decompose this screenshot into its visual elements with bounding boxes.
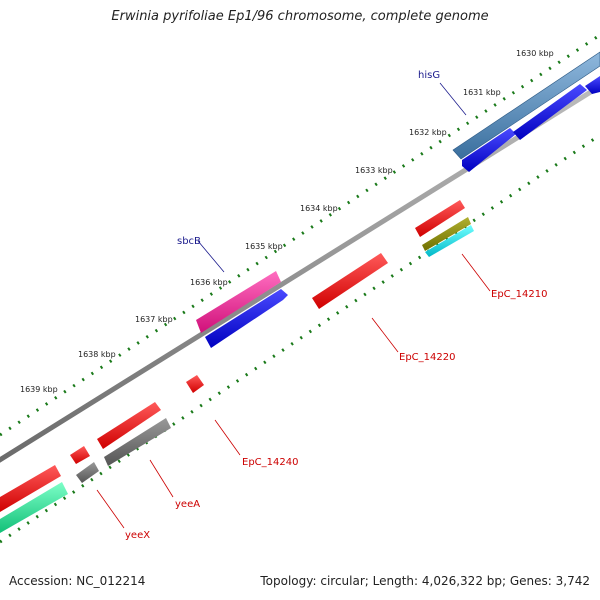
label-EpC_14240: EpC_14240	[242, 457, 298, 468]
gene-hisG[interactable]	[452, 51, 600, 160]
cds-EpC_14210[interactable]	[415, 200, 465, 237]
gene-yeeA[interactable]	[104, 418, 171, 466]
label-sbcB: sbcB	[177, 236, 201, 247]
genome-summary: Topology: circular; Length: 4,026,322 bp…	[260, 574, 590, 588]
label-leader-sbcB	[197, 240, 225, 273]
tick-1635-kbp: 1635 kbp	[245, 242, 283, 251]
label-yeeA: yeeA	[175, 499, 200, 510]
cds-blue-hisG[interactable]	[462, 76, 600, 172]
gene-sbcB[interactable]	[196, 271, 281, 333]
gene-yeeX[interactable]	[76, 462, 99, 483]
feature-left-green[interactable]	[0, 482, 68, 533]
tick-1637-kbp: 1637 kbp	[135, 315, 173, 324]
label-leader-yeeX	[96, 489, 125, 529]
label-hisG: hisG	[418, 70, 440, 81]
label-leader-hisG	[439, 82, 467, 116]
outer-tick-ring	[0, 33, 600, 437]
label-EpC_14210: EpC_14210	[491, 289, 547, 300]
label-leader-EpC_14220	[371, 317, 399, 353]
feature-cyan[interactable]	[425, 225, 474, 257]
tick-1639-kbp: 1639 kbp	[20, 385, 58, 394]
genome-backbone	[0, 83, 600, 463]
tick-1630-kbp: 1630 kbp	[516, 49, 554, 58]
inner-tick-ring	[0, 133, 600, 544]
cds-left-red[interactable]	[0, 465, 61, 512]
cds-yeeX-red[interactable]	[70, 446, 90, 464]
label-EpC_14220: EpC_14220	[399, 352, 455, 363]
cds-EpC_14220[interactable]	[312, 253, 388, 309]
cds-EpC_14240[interactable]	[97, 402, 161, 449]
cds-blue-sbcB[interactable]	[205, 289, 288, 348]
accession-label: Accession: NC_012214	[9, 574, 146, 588]
tick-1636-kbp: 1636 kbp	[190, 278, 228, 287]
tick-1631-kbp: 1631 kbp	[463, 88, 501, 97]
tick-1632-kbp: 1632 kbp	[409, 128, 447, 137]
map-title: Erwinia pyrifoliae Ep1/96 chromosome, co…	[111, 9, 489, 24]
label-yeeX: yeeX	[125, 530, 150, 541]
label-leader-EpC_14240	[214, 419, 241, 456]
tick-1633-kbp: 1633 kbp	[355, 166, 393, 175]
cds-small-red[interactable]	[186, 375, 204, 393]
label-leader-yeeA	[149, 459, 174, 498]
label-leader-EpC_14210	[461, 253, 491, 292]
feature-olive[interactable]	[422, 217, 471, 251]
tick-1638-kbp: 1638 kbp	[78, 350, 116, 359]
tick-1634-kbp: 1634 kbp	[300, 204, 338, 213]
